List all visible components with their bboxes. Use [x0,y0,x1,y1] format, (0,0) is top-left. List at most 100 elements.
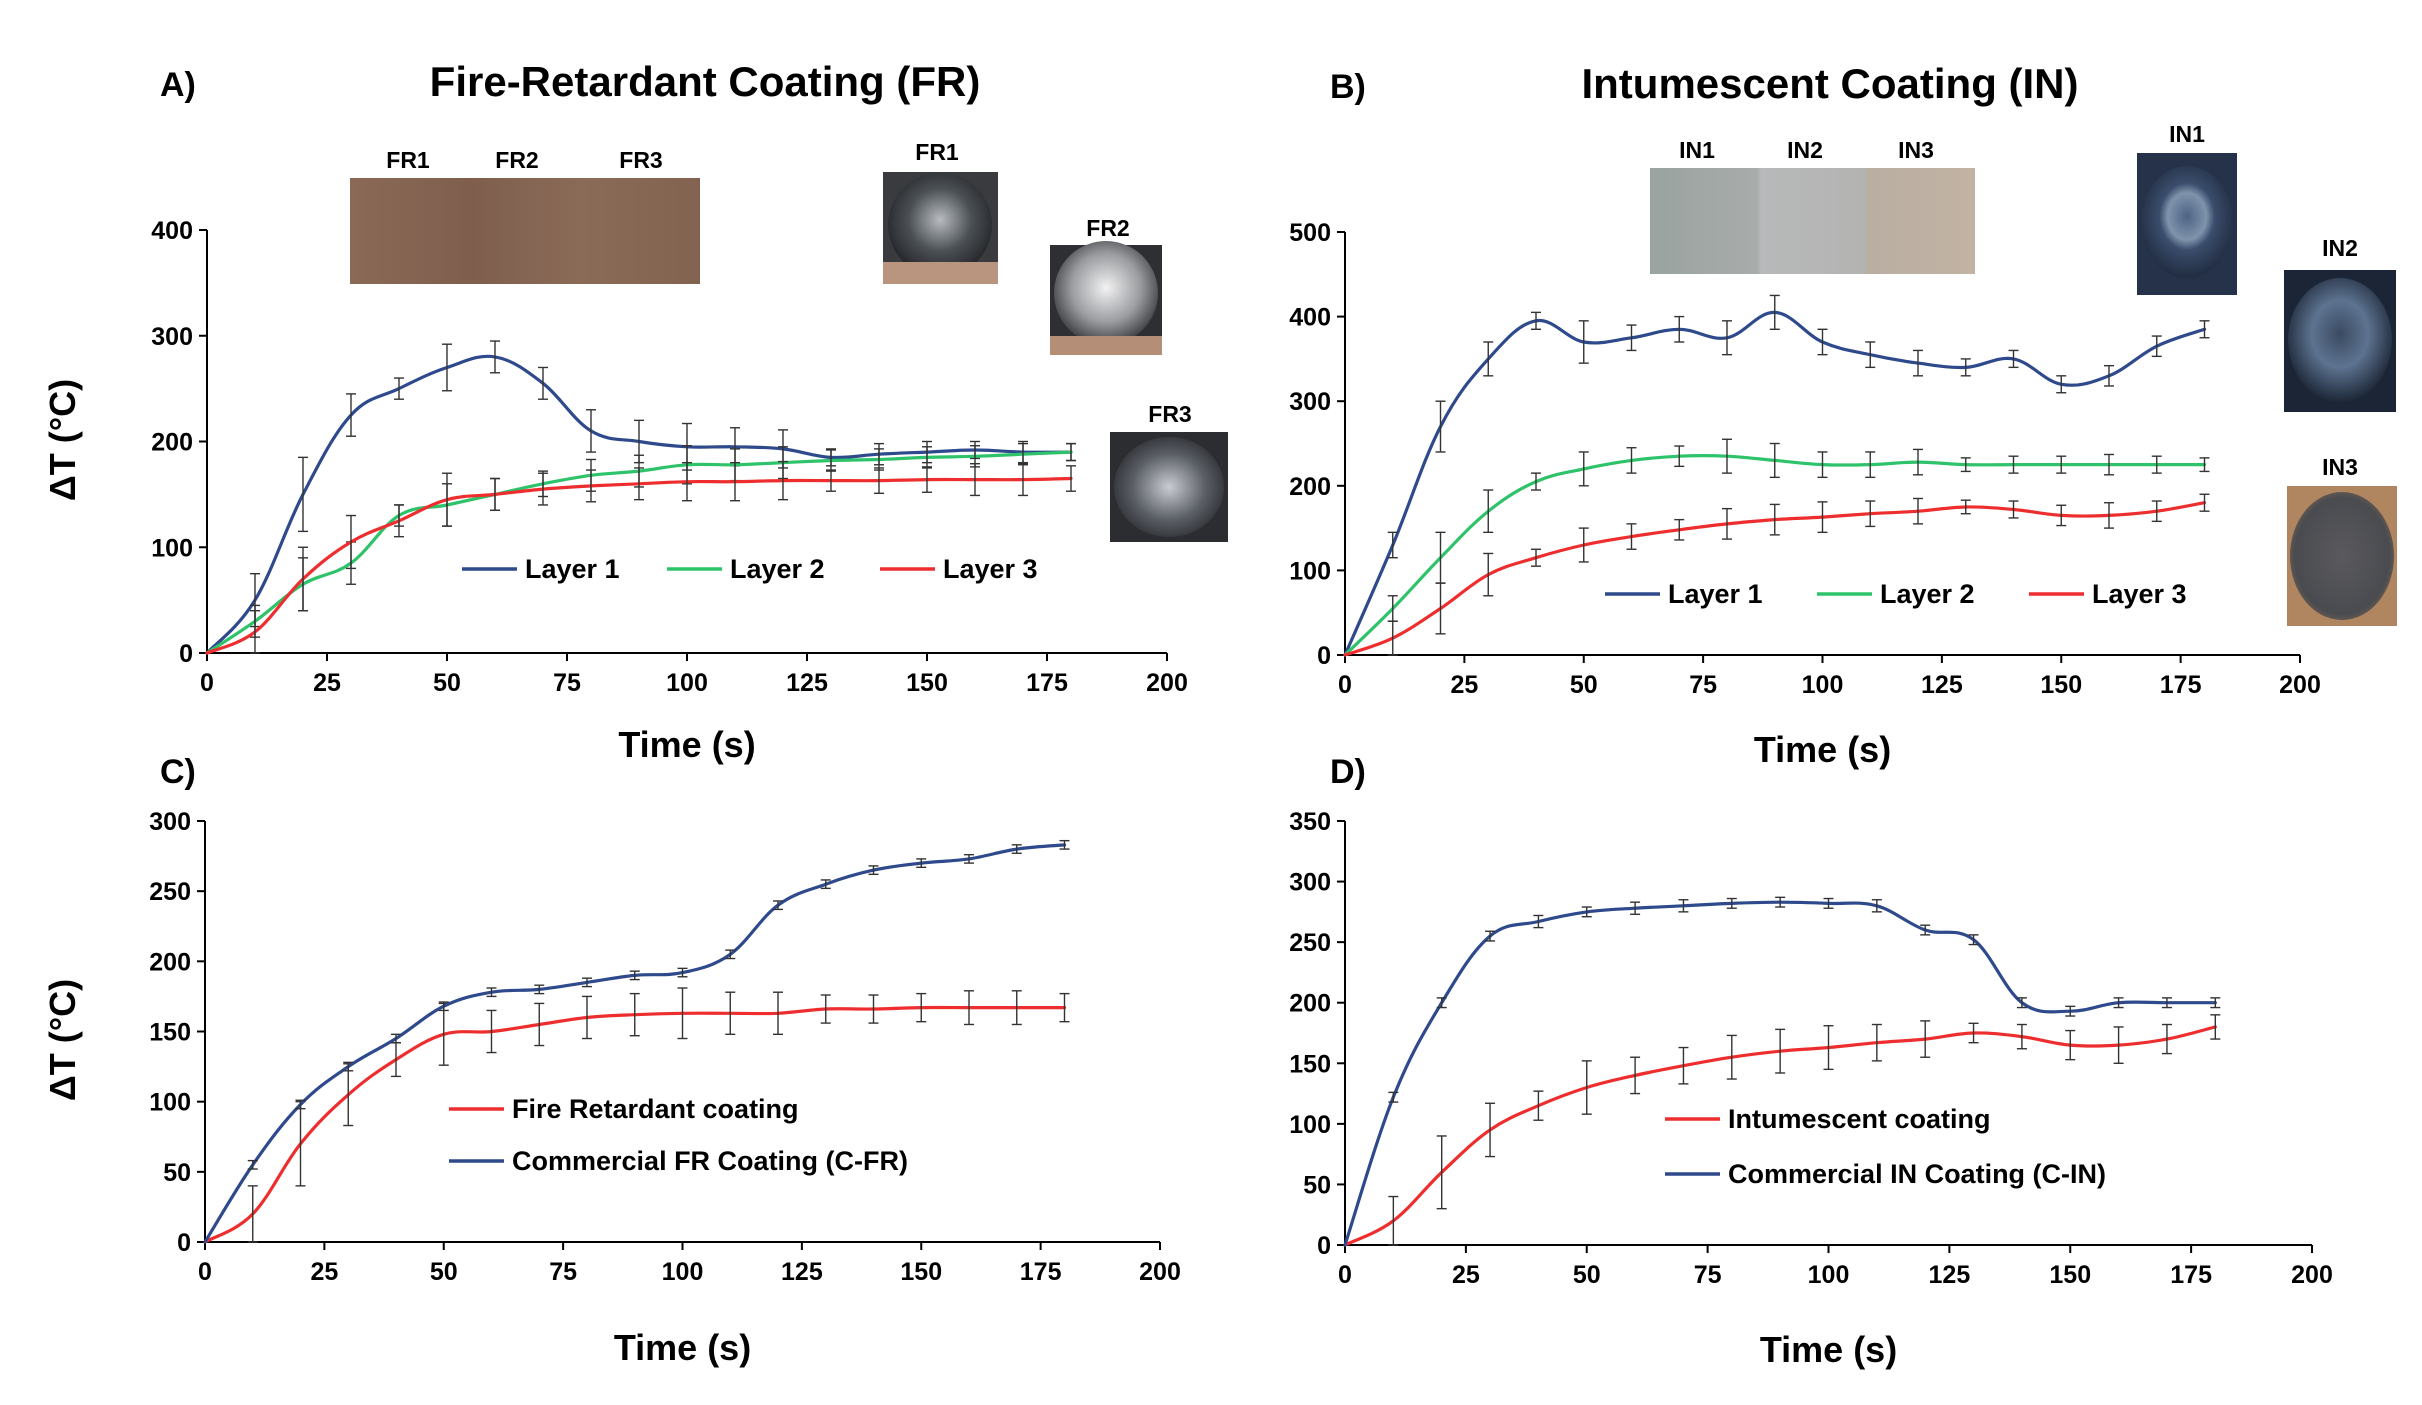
panel-a-error-bar [1066,465,1076,492]
panel-d-x-axis-label: Time (s) [1760,1329,1897,1370]
panel-b-error-bar [2199,320,2210,339]
panel-b-error-bar [1435,400,1446,453]
panel-c-error-bar [964,990,974,1026]
panel-d-plot: 0 50 100 150 200 250 300 350 0 25 50 75 100 125 150 175… [1289,808,2333,1370]
panel-c-x-tick-label: 50 [430,1258,458,1286]
panel-b-error-bar [1387,620,1398,656]
panel-d-y-tick-label: 50 [1303,1171,1331,1199]
panel-d-error-bar [1968,1022,1979,1044]
panel-c-error-bar [1059,839,1070,850]
panel-d-y-tick-label: 250 [1289,929,1331,957]
panel-d-error-bar [1630,901,1641,915]
panel-d-legend-label: Intumescent coating [1728,1104,1991,1134]
panel-c: C) 0 50 100 150 200 250 300 0 25 50 75 100 125 150 175… [42,753,1181,1368]
panel-c-error-bar [247,1159,258,1170]
panel-d-legend-label: Commercial IN Coating (C-IN) [1728,1159,2106,1189]
strip-label-fr2: FR2 [495,147,538,173]
panel-d-error-bar [1533,1090,1544,1121]
panel-b-error-bar [1913,349,1923,377]
panel-d-error-bar [1775,1028,1786,1074]
panel-b-error-bar [2151,500,2162,523]
panel-c-error-bar [295,1099,306,1110]
panel-c-error-bar [629,992,640,1037]
panel-c-x-tick-label: 150 [900,1258,942,1286]
panel-d-x-tick-label: 150 [2049,1261,2091,1289]
panel-a-plot: 0 100 200 300 400 0 25 50 75 100 125 150 175 200 Time … [42,217,1188,765]
panel-a-error-bar [1066,442,1076,462]
panel-b-series-3 [1343,493,2210,657]
panel-a-error-bar [538,472,548,506]
panel-a-legend-label: Layer 2 [730,554,825,584]
panel-c-error-bar [868,994,879,1024]
panel-a-error-bar [1018,463,1028,497]
panel-b-sample-strip: IN1 IN2 IN3 [1650,137,1975,274]
panel-b-x-tick-label: 0 [1338,671,1352,699]
panel-b-error-bar [2199,457,2210,473]
panel-c-error-bar [486,1009,497,1054]
panel-a-x-tick-label: 100 [666,669,708,697]
panel-a-y-tick-label: 100 [151,534,193,562]
panel-d-error-bar [2065,1029,2076,1061]
panel-a-legend-label: Layer 3 [943,554,1038,584]
panel-b-error-bar [2056,455,2067,474]
panel-d-x-tick-label: 175 [2170,1261,2212,1289]
panel-b-error-bar [1531,548,1541,567]
panel-a-legend-item: Layer 2 [667,554,825,584]
panel-d-error-bar [1388,1195,1399,1246]
panel-a-series-line [205,354,1073,655]
panel-b-legend-label: Layer 1 [1668,579,1763,609]
panel-c-x-axis-label: Time (s) [614,1327,751,1368]
panel-c-y-tick-label: 50 [163,1159,191,1187]
panel-b-error-bar [1578,451,1589,487]
panel-b-error-bar [1483,552,1494,597]
panel-b-error-bar [2056,375,2067,394]
strip-label-fr1: FR1 [386,147,430,173]
panel-c-error-bar [773,991,783,1036]
panel-d-x-tick-label: 25 [1452,1261,1480,1289]
panel-a-x-axis-label: Time (s) [618,724,755,765]
panel-c-x-tick-label: 25 [310,1258,338,1286]
panel-a-legend: Layer 1 Layer 2 Layer 3 [462,554,1038,584]
panel-b-legend-item: Layer 2 [1817,579,1975,609]
panel-a-error-bar [586,469,596,503]
panel-d-series-2 [1343,896,2221,1247]
panel-c-error-bar [582,995,592,1040]
panel-b-error-bar [1531,311,1541,330]
panel-b-x-axis-label: Time (s) [1754,729,1891,770]
panel-b-error-bar [2008,500,2019,519]
panel-b-x-tick-label: 200 [2279,671,2321,699]
panel-a-error-bar [874,467,884,495]
panel-c-x-tick-label: 75 [549,1258,577,1286]
panel-b-error-bar [1531,472,1541,491]
panel-d-x-tick-label: 0 [1338,1261,1352,1289]
panel-a-title: Fire-Retardant Coating (FR) [430,58,981,105]
panel-a: A) Fire-Retardant Coating (FR) FR1 FR2 F… [42,58,1228,765]
panel-d-error-bar [2161,997,2172,1009]
panel-b-error-bar [1626,447,1637,474]
panel-c-series-line [203,843,1067,1244]
panel-c-error-bar [1011,990,1022,1026]
panel-c-error-bar [868,865,879,876]
panel-a-y-tick-label: 0 [179,640,193,668]
panel-c-series-line [203,1005,1067,1244]
panel-a-series-line [205,476,1073,655]
panel-b-error-bar [2008,349,2019,369]
panel-b-y-tick-label: 500 [1289,219,1331,247]
panel-c-error-bar [916,858,927,869]
panel-b-y-tick-label: 200 [1289,473,1331,501]
panel-b-error-bar [2104,502,2114,529]
panel-b-series-line [1343,310,2207,657]
panel-d-x-tick-label: 200 [2291,1261,2333,1289]
panel-a-error-bar [490,340,500,374]
panel-b-x-tick-label: 50 [1570,671,1598,699]
panel-d-error-bar [2016,997,2027,1009]
panel-c-x-tick-label: 175 [1020,1258,1062,1286]
panel-a-error-bar [922,466,932,493]
panel-b-error-bar [1674,518,1685,541]
panel-d-error-bar [1823,1025,1834,1071]
panel-a-error-bar [586,409,596,453]
panel-a-letter: A) [160,66,196,104]
panel-b-photos: IN1 IN2 IN3 [2137,121,2397,626]
panel-d-error-bar [2113,1026,2124,1064]
photo-fr2-char [1054,241,1158,345]
